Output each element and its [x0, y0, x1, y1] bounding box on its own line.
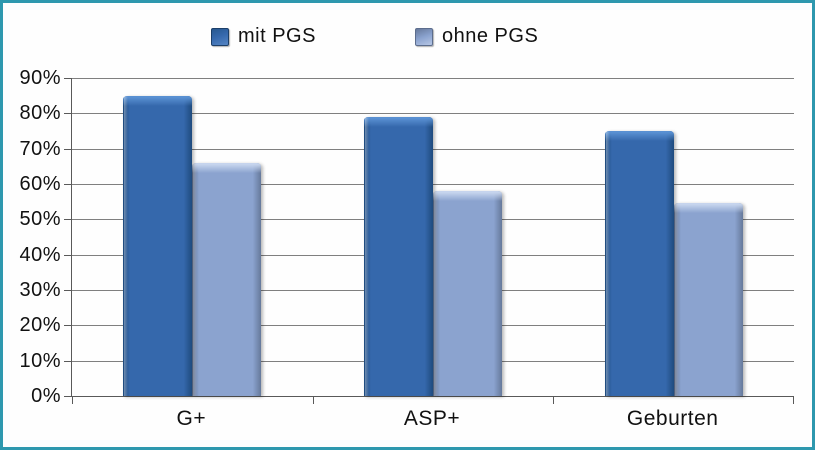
x-tick-0 [72, 396, 73, 404]
y-tick-10 [64, 360, 72, 362]
gridline-80 [72, 113, 794, 115]
y-tick-70 [64, 148, 72, 150]
y-label-70: 70% [19, 137, 61, 160]
bar-mit-pgs-g [123, 95, 193, 397]
x-tick-3 [793, 396, 794, 404]
x-tick-2 [553, 396, 555, 404]
bar-ohne-pgs-g [192, 162, 262, 397]
legend-item-ohne-pgs: ohne PGS [415, 25, 538, 48]
bar-ohne-pgs-asp [433, 191, 502, 396]
y-label-60: 60% [19, 173, 61, 195]
x-tick-1 [312, 396, 314, 404]
legend-swatch-ohne-pgs-icon [415, 27, 433, 46]
plot-area [64, 78, 794, 404]
y-tick-60 [64, 184, 72, 185]
legend: mit PGS ohne PGS [3, 3, 812, 63]
y-label-20: 20% [19, 314, 61, 337]
y-label-30: 30% [19, 279, 61, 301]
y-label-50: 50% [19, 208, 61, 231]
y-label-0: 0% [31, 385, 61, 407]
legend-swatch-mit-pgs-icon [211, 27, 229, 46]
gridline-90 [72, 78, 794, 79]
x-label-geburten: Geburten [626, 407, 719, 430]
y-tick-30 [64, 290, 72, 291]
legend-label-ohne-pgs: ohne PGS [442, 25, 539, 47]
gridline-70 [72, 148, 794, 150]
y-label-90: 90% [19, 67, 61, 89]
y-label-80: 80% [19, 102, 61, 125]
y-label-10: 10% [19, 349, 61, 372]
x-label-asp: ASP+ [403, 407, 461, 430]
y-tick-90 [64, 78, 72, 79]
bar-ohne-pgs-geburten [673, 203, 743, 396]
y-tick-0 [64, 396, 72, 397]
y-label-40: 40% [19, 243, 61, 266]
gridline-60 [72, 184, 794, 185]
y-tick-80 [64, 113, 72, 115]
legend-item-mit-pgs: mit PGS [211, 25, 316, 48]
x-label-g: G+ [176, 407, 207, 430]
bar-mit-pgs-geburten [604, 131, 674, 396]
y-tick-40 [64, 254, 72, 256]
bar-mit-pgs-asp [364, 116, 433, 397]
y-tick-50 [64, 219, 72, 221]
y-tick-20 [64, 325, 72, 327]
legend-label-mit-pgs: mit PGS [238, 25, 316, 47]
